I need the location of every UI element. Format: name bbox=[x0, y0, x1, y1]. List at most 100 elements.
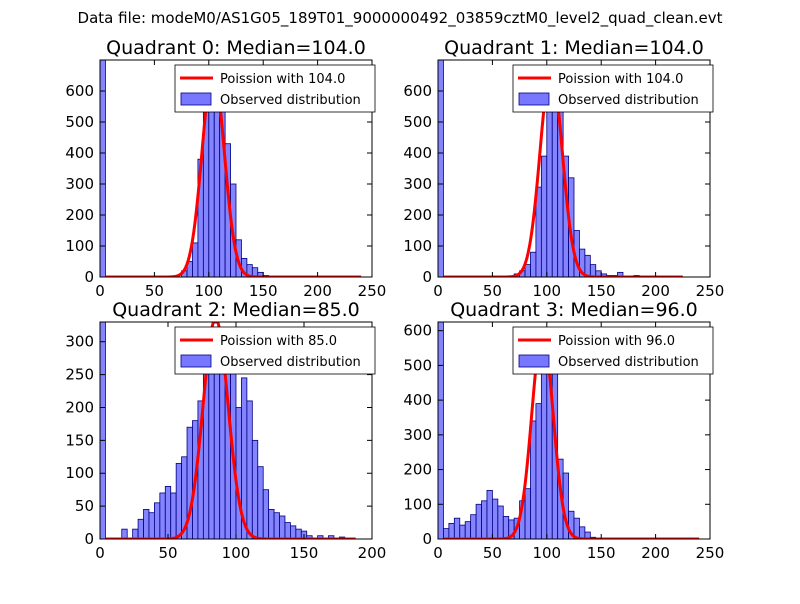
x-tick-label: 200 bbox=[303, 282, 332, 300]
x-tick-label: 0 bbox=[95, 282, 105, 300]
histogram-bar bbox=[497, 505, 504, 539]
histogram-bar bbox=[617, 271, 624, 277]
histogram-bar bbox=[213, 99, 221, 277]
y-tick-label: 500 bbox=[403, 356, 432, 374]
quadrant-panels: 0 50 100 150 200 2500100200300400500600Quadra… bbox=[65, 37, 724, 562]
y-tick-label: 300 bbox=[65, 333, 94, 351]
histogram-bar bbox=[235, 407, 242, 539]
axes-frame bbox=[437, 321, 711, 540]
y-tick-label: 600 bbox=[403, 82, 432, 100]
histogram-bar bbox=[438, 60, 444, 277]
y-tick-label: 0 bbox=[84, 530, 94, 548]
histogram-bar bbox=[459, 524, 466, 539]
x-tick-label: 50 bbox=[145, 282, 164, 300]
y-tick-label: 600 bbox=[403, 322, 432, 340]
y-tick-label: 200 bbox=[403, 206, 432, 224]
histogram-bar bbox=[257, 466, 264, 539]
histogram-bar bbox=[470, 514, 477, 539]
quadrant-1-title: Quadrant 1: Median=104.0 bbox=[444, 37, 704, 59]
histogram-bar bbox=[208, 90, 215, 277]
quadrant-3-panel: 0 50 100 150 200 250 0 100 200 300 400 500 600 Quadra… bbox=[403, 299, 724, 562]
x-tick-label: 50 bbox=[158, 544, 177, 562]
x-tick-label: 150 bbox=[290, 544, 319, 562]
quadrant-0-title: Quadrant 0: Median=104.0 bbox=[106, 37, 366, 59]
histogram-bar bbox=[159, 492, 166, 539]
y-tick-label: 100 bbox=[403, 237, 432, 255]
x-tick-label: 150 bbox=[249, 282, 278, 300]
y-tick-label: 300 bbox=[403, 175, 432, 193]
histogram-bar bbox=[192, 242, 199, 277]
x-tick-label: 250 bbox=[696, 282, 725, 300]
y-tick-label: 200 bbox=[403, 461, 432, 479]
histogram-bar bbox=[268, 509, 275, 539]
histogram-bar bbox=[289, 525, 297, 539]
poisson-curve bbox=[442, 330, 701, 539]
quadrant-3-plot-area bbox=[438, 322, 701, 539]
x-tick-label: 100 bbox=[532, 544, 561, 562]
x-tick-label: 0 bbox=[433, 544, 443, 562]
histogram-bar bbox=[251, 439, 259, 539]
legend-line-label: Poission with 104.0 bbox=[220, 72, 345, 87]
histogram-bar bbox=[246, 400, 253, 539]
histogram-bar bbox=[530, 420, 537, 539]
x-tick-label: 250 bbox=[358, 282, 387, 300]
y-tick-label: 100 bbox=[65, 237, 94, 255]
histogram-bar bbox=[219, 354, 226, 539]
histogram-bar bbox=[464, 521, 472, 539]
histogram-bar bbox=[475, 503, 482, 539]
histogram-bar bbox=[524, 488, 531, 539]
quadrant-2-title: Quadrant 2: Median=85.0 bbox=[112, 299, 360, 321]
y-tick-label: 250 bbox=[65, 366, 94, 384]
x-tick-label: 200 bbox=[358, 544, 387, 562]
x-tick-label: 150 bbox=[587, 282, 616, 300]
legend-hist-label: Observed distribution bbox=[558, 355, 699, 370]
poisson-curve bbox=[104, 67, 363, 277]
x-tick-label: 50 bbox=[483, 282, 502, 300]
quadrant-2-panel: 0 50 100 150 200 0 50 100 150 200 250 300 Quadrant 2… bbox=[65, 299, 386, 562]
axes-frame bbox=[99, 59, 373, 278]
histogram-bar bbox=[170, 492, 177, 539]
histogram-bar bbox=[143, 509, 150, 539]
x-tick-label: 200 bbox=[641, 544, 670, 562]
histogram-bar bbox=[589, 264, 597, 277]
x-tick-label: 250 bbox=[696, 544, 725, 562]
legend-line-label: Poission with 96.0 bbox=[558, 334, 675, 349]
legend-line-label: Poission with 85.0 bbox=[220, 334, 337, 349]
legend-hist-swatch bbox=[180, 92, 212, 106]
y-tick-label: 0 bbox=[84, 268, 94, 286]
legend-hist-swatch bbox=[518, 92, 550, 106]
y-tick-label: 300 bbox=[65, 175, 94, 193]
histogram-bar bbox=[262, 489, 270, 539]
histogram-bar bbox=[453, 517, 461, 539]
legend-hist-label: Observed distribution bbox=[220, 93, 361, 108]
histogram-bar bbox=[438, 322, 444, 539]
quadrant-3-title: Quadrant 3: Median=96.0 bbox=[450, 299, 698, 321]
x-tick-label: 200 bbox=[641, 282, 670, 300]
histogram-bar bbox=[524, 264, 531, 277]
poisson-curve bbox=[104, 322, 357, 539]
legend-hist-label: Observed distribution bbox=[558, 93, 699, 108]
y-tick-label: 100 bbox=[403, 495, 432, 513]
y-tick-label: 200 bbox=[65, 398, 94, 416]
histogram-bar bbox=[100, 322, 106, 539]
y-tick-label: 200 bbox=[65, 206, 94, 224]
y-tick-label: 150 bbox=[65, 431, 94, 449]
histogram-bar bbox=[100, 60, 106, 277]
y-tick-label: 400 bbox=[403, 391, 432, 409]
histogram-bar bbox=[279, 515, 286, 539]
histogram-bar bbox=[448, 522, 455, 539]
legend-line-label: Poission with 104.0 bbox=[558, 72, 683, 87]
quadrant-1-panel: 0 50 100 150 200 250 0 100 200 300 400 500 600 Quadra… bbox=[403, 37, 724, 300]
legend-hist-swatch bbox=[180, 354, 212, 368]
y-tick-label: 50 bbox=[75, 497, 94, 515]
histogram-bar bbox=[137, 518, 144, 539]
histogram-bar bbox=[535, 403, 542, 539]
y-tick-label: 0 bbox=[422, 530, 432, 548]
y-tick-label: 400 bbox=[403, 144, 432, 162]
x-tick-label: 100 bbox=[222, 544, 251, 562]
y-tick-label: 500 bbox=[403, 113, 432, 131]
histogram-bar bbox=[584, 531, 591, 539]
histogram-bar bbox=[273, 512, 280, 539]
histogram-bar bbox=[175, 462, 183, 539]
